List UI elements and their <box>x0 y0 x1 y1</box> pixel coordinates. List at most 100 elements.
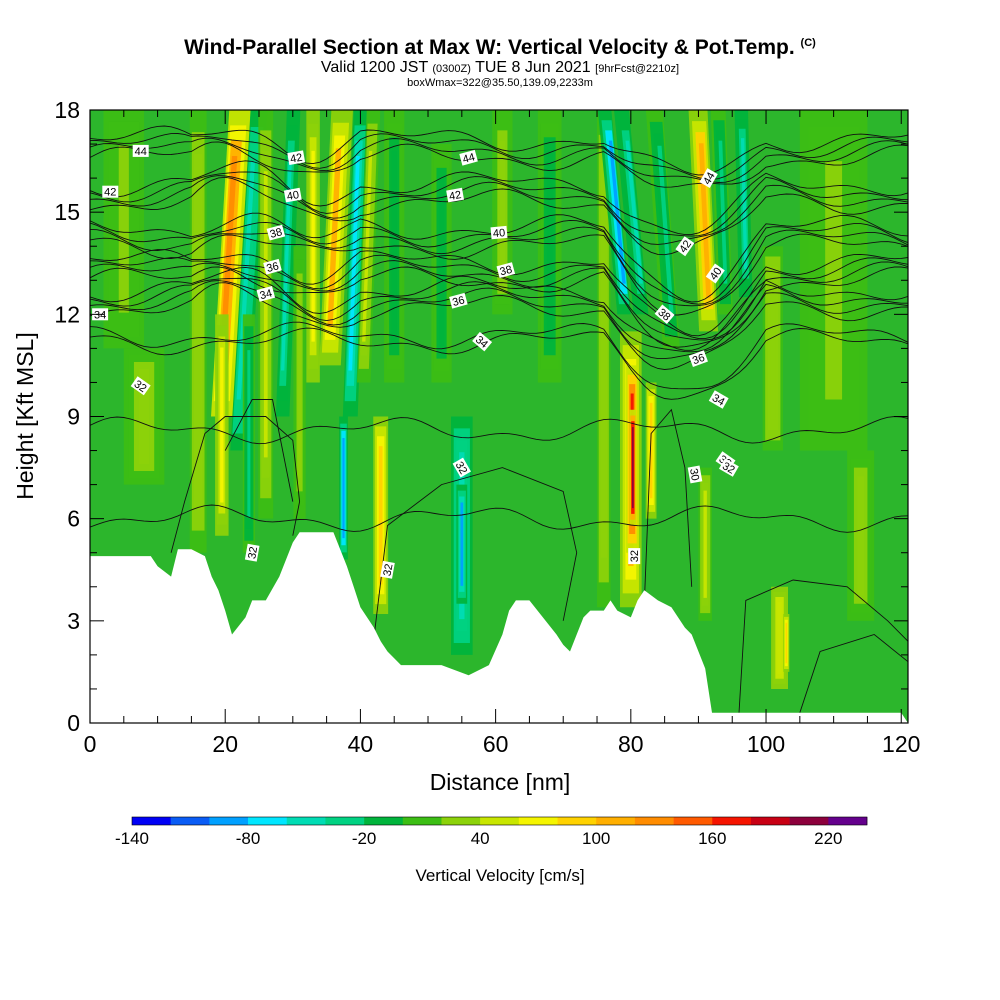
colorbar-swatch <box>789 817 829 825</box>
contour-label-text: 44 <box>701 170 718 187</box>
colorbar-swatch <box>364 817 404 825</box>
contour-label: 44 <box>132 144 149 158</box>
theta-contour-40 <box>90 233 908 316</box>
velocity-cell <box>718 140 728 284</box>
contour-label-text: 40 <box>492 227 505 240</box>
x-tick-label: 40 <box>348 731 374 757</box>
theta-contour-38 <box>90 266 908 348</box>
contour-label-bg <box>449 292 468 309</box>
y-axis-label: Height [Kft MSL] <box>12 332 38 499</box>
velocity-cell <box>118 145 129 313</box>
contour-label-bg <box>244 543 260 562</box>
contour-label-text: 40 <box>286 189 300 203</box>
contour-label: 36 <box>449 292 468 309</box>
colorbar-swatch <box>557 817 597 825</box>
colorbar-swatch <box>596 817 636 825</box>
contour-label-text: 34 <box>259 287 274 302</box>
contour-label: 38 <box>266 224 286 241</box>
colorbar-frame <box>131 816 868 826</box>
theta-contour-42 <box>90 171 908 237</box>
copyright-mark: (C) <box>800 37 816 49</box>
colorbar-swatch <box>170 817 210 825</box>
contour-label: 42 <box>287 150 306 166</box>
contour-label: 30 <box>687 465 703 484</box>
contour-label: 36 <box>263 258 282 275</box>
contour-label: 32 <box>130 376 151 396</box>
contour-label-bg <box>472 331 493 352</box>
contour-label: 42 <box>446 187 465 203</box>
theta-contour-42 <box>90 176 908 256</box>
x-tick-label: 0 <box>84 731 97 757</box>
theta-contour-44 <box>90 141 908 188</box>
contour-label-bg <box>102 185 119 198</box>
theta-contour-36 <box>90 266 908 351</box>
velocity-cell <box>460 502 464 586</box>
contour-label-text: 38 <box>499 264 514 279</box>
colorbar-tick-label: 160 <box>698 829 726 848</box>
theta-contour-32-loop <box>224 399 294 502</box>
contour-label-bg <box>452 457 471 478</box>
colorbar-swatch <box>480 817 520 825</box>
y-tick-label: 9 <box>67 404 80 430</box>
contour-label: 32 <box>244 543 260 562</box>
theta-contour-32-loop <box>643 408 693 604</box>
velocity-cell <box>785 622 788 664</box>
theta-contour-42 <box>90 175 908 245</box>
theta-contour-32-loop <box>738 579 908 713</box>
colorbar-swatch <box>286 817 326 825</box>
contour-label: 32 <box>718 458 739 477</box>
forecast-info: [9hrFcst@2210z] <box>595 63 680 75</box>
contour-label-bg <box>628 548 641 565</box>
contour-label: 40 <box>283 187 302 203</box>
colorbar-swatch <box>518 817 558 825</box>
colorbar-swatch <box>673 817 713 825</box>
contour-label-text: 38 <box>269 226 284 241</box>
theta-contour-30 <box>90 504 908 533</box>
chart-subtitle: Valid 1200 JST (0300Z) TUE 8 Jun 2021 [9… <box>0 60 1000 77</box>
colorbar-swatch <box>441 817 481 825</box>
contour-label: 38 <box>496 262 516 279</box>
velocity-cell <box>770 276 776 420</box>
contour-label-bg <box>708 390 729 409</box>
velocity-cell <box>632 427 634 509</box>
x-axis-label: Distance [nm] <box>430 769 571 795</box>
contour-label: 32 <box>628 548 641 565</box>
velocity-cell <box>608 140 626 284</box>
chart-title: Wind-Parallel Section at Max W: Vertical… <box>0 36 1000 60</box>
colorbar-swatch <box>325 817 365 825</box>
contour-label-text: 32 <box>629 550 641 562</box>
velocity-cell <box>439 179 445 347</box>
contour-label: 44 <box>459 149 478 166</box>
velocity-cell <box>857 476 865 596</box>
contour-label: 32 <box>452 457 471 478</box>
velocity-cell <box>825 161 843 400</box>
colorbar-tick-label: 220 <box>814 829 842 848</box>
theta-contour-32-loop <box>799 633 908 713</box>
contour-label-bg <box>654 304 675 325</box>
colorbar-swatch <box>750 817 790 825</box>
y-tick-label: 15 <box>54 199 80 225</box>
utc-time: (0300Z) <box>432 63 471 75</box>
chart-title-text: Wind-Parallel Section at Max W: Vertical… <box>184 36 795 59</box>
contour-label-text: 32 <box>720 460 737 477</box>
velocity-cell <box>499 140 505 284</box>
contour-label: 34 <box>708 390 729 409</box>
contour-label-text: 42 <box>448 189 462 203</box>
contour-label-bg <box>705 263 725 284</box>
contour-label-bg <box>283 187 302 203</box>
contour-label: 42 <box>675 236 695 257</box>
theta-contour-44 <box>90 133 908 181</box>
velocity-cell <box>196 176 201 487</box>
velocity-cell <box>378 446 383 585</box>
contour-label-text: 40 <box>708 266 725 283</box>
y-tick-label: 6 <box>67 506 80 532</box>
colorbar-tick-label: -20 <box>352 829 377 848</box>
velocity-cell <box>247 350 251 517</box>
x-tick-label: 60 <box>483 731 509 757</box>
contour-label-bg <box>263 258 282 275</box>
colorbar-swatch <box>402 817 442 825</box>
colorbar: -140 -80 -20 40 100 160 220 <box>115 816 868 848</box>
contour-label: 44 <box>699 168 718 189</box>
contour-label-text: 34 <box>710 392 727 409</box>
